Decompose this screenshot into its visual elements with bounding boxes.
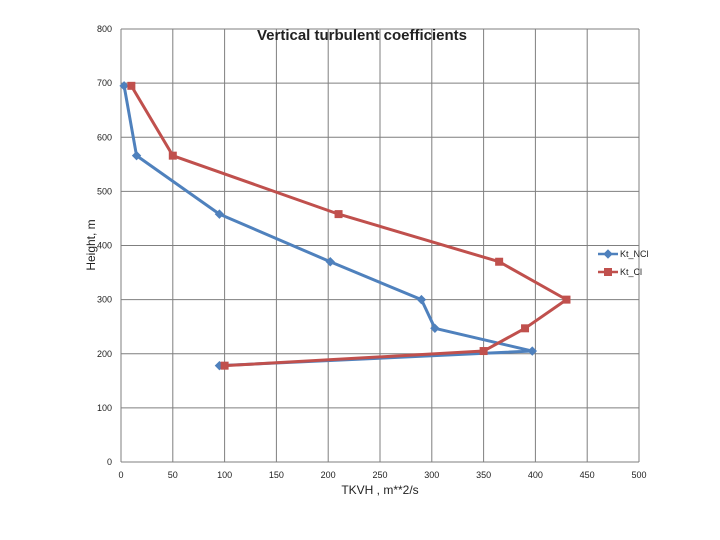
grid-layer <box>121 28 640 462</box>
y-tick-label: 500 <box>97 186 112 196</box>
data-point-kt-ncl <box>325 257 335 267</box>
data-point-kt-cl <box>127 81 136 90</box>
y-tick-label: 600 <box>97 132 112 142</box>
data-point-kt-ncl <box>214 209 225 219</box>
data-point-kt-ncl <box>131 150 142 161</box>
legend-label-kt-ncl: Kt_NCl <box>620 249 649 259</box>
series-kt-cl <box>127 81 571 370</box>
y-axis-label: Height, m <box>84 219 98 270</box>
legend-label-kt-cl: Kt_Cl <box>620 267 642 277</box>
x-axis-label: TKVH , m**2/s <box>341 483 418 497</box>
y-tick-label: 800 <box>97 24 112 34</box>
data-point-kt-ncl <box>416 294 427 305</box>
data-point-kt-cl <box>220 361 229 370</box>
data-point-kt-cl <box>495 257 504 266</box>
x-tick-label: 150 <box>269 470 284 480</box>
x-tick-label: 500 <box>631 470 646 480</box>
x-tick-label: 100 <box>217 470 232 480</box>
series-layer <box>119 81 571 371</box>
data-point-kt-ncl <box>527 346 537 356</box>
chart-title: Vertical turbulent coefficients <box>257 27 467 44</box>
legend-marker-kt-ncl <box>603 249 613 259</box>
legend: Kt_NCl Kt_Cl <box>598 249 649 277</box>
axes-layer <box>120 29 639 463</box>
y-tick-label: 0 <box>107 457 112 467</box>
data-point-kt-cl <box>479 347 488 356</box>
y-tick-label: 200 <box>97 349 112 359</box>
y-tick-label: 300 <box>97 295 112 305</box>
x-tick-label: 200 <box>321 470 336 480</box>
y-tick-label: 700 <box>97 78 112 88</box>
data-point-kt-cl <box>562 295 571 304</box>
legend-item-kt-cl: Kt_Cl <box>598 267 642 277</box>
legend-marker-kt-cl <box>604 268 612 276</box>
x-tick-label: 0 <box>118 470 123 480</box>
y-tick-label: 100 <box>97 403 112 413</box>
x-tick-label: 450 <box>580 470 595 480</box>
data-point-kt-cl <box>334 210 343 219</box>
data-point-kt-cl <box>521 324 530 333</box>
x-tick-label: 250 <box>372 470 387 480</box>
series-kt-ncl <box>119 81 537 371</box>
series-line-kt-cl <box>130 85 568 368</box>
data-point-kt-ncl <box>430 323 440 334</box>
y-tick-label: 400 <box>97 241 112 251</box>
x-tick-label: 50 <box>168 470 178 480</box>
x-tick-label: 350 <box>476 470 491 480</box>
legend-item-kt-ncl: Kt_NCl <box>598 249 649 259</box>
data-point-kt-cl <box>168 151 177 160</box>
x-tick-label: 400 <box>528 470 543 480</box>
y-tick-labels: 0 100 200 300 400 500 600 700 800 <box>97 24 112 467</box>
series-line-kt-ncl <box>122 85 534 368</box>
x-tick-label: 300 <box>424 470 439 480</box>
data-point-kt-ncl <box>119 81 129 91</box>
x-tick-labels: 0 50 100 150 200 250 300 350 400 450 500 <box>118 470 646 480</box>
